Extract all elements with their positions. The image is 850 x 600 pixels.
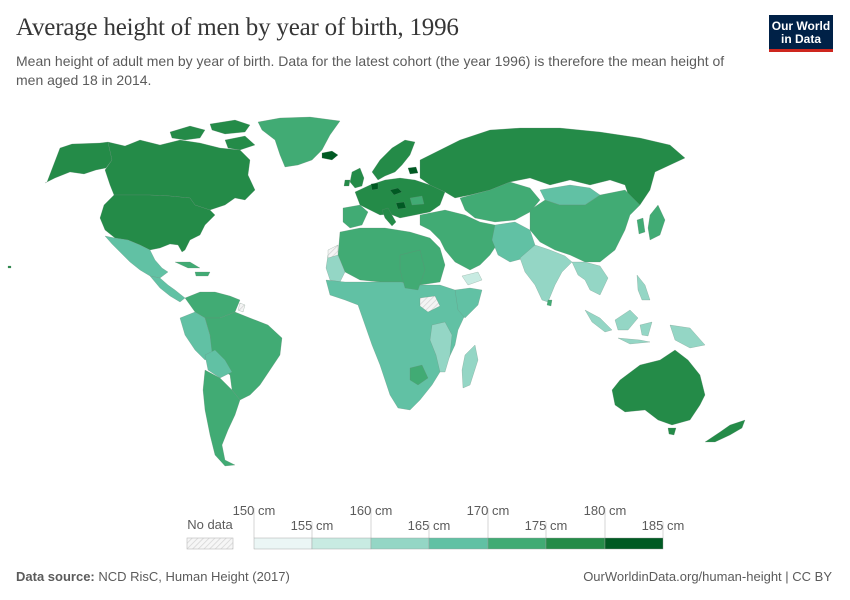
region-uk-ireland[interactable] xyxy=(343,167,365,189)
region-china[interactable] xyxy=(529,189,641,263)
region-east-africa-light[interactable] xyxy=(429,321,453,373)
region-bolivia[interactable] xyxy=(204,349,233,379)
region-horn-of-africa[interactable] xyxy=(454,287,483,319)
region-botswana[interactable] xyxy=(409,364,429,386)
region-latvia[interactable] xyxy=(407,166,419,175)
region-north-africa[interactable] xyxy=(337,227,446,286)
region-greenland[interactable] xyxy=(257,116,341,168)
region-korea[interactable] xyxy=(636,217,646,235)
region-netherlands[interactable] xyxy=(370,182,379,191)
source-value: NCD RisC, Human Height (2017) xyxy=(94,569,290,584)
region-southeast-asia[interactable] xyxy=(571,261,609,296)
region-chad[interactable] xyxy=(399,249,426,291)
logo-line2: in Data xyxy=(780,32,821,46)
region-western-sahara[interactable] xyxy=(327,244,339,259)
tick-170: 170 cm xyxy=(467,503,510,518)
region-middle-east[interactable] xyxy=(419,209,501,271)
no-data-label: No data xyxy=(187,517,233,532)
legend-bin-180-185[interactable] xyxy=(604,537,664,550)
tick-155: 155 cm xyxy=(291,518,334,533)
tick-160: 160 cm xyxy=(350,503,393,518)
legend-bin-160-165[interactable] xyxy=(370,537,430,550)
legend-bin-150-155[interactable] xyxy=(253,537,313,550)
source-url-link[interactable]: OurWorldinData.org/human-height | CC BY xyxy=(583,569,832,584)
region-indonesia[interactable] xyxy=(584,274,706,349)
owid-logo[interactable]: Our World in Data xyxy=(769,15,833,52)
legend-bin-175-180[interactable] xyxy=(545,537,606,550)
region-italy[interactable] xyxy=(381,207,397,227)
region-arctic-islands[interactable] xyxy=(169,119,256,151)
region-caribbean[interactable] xyxy=(174,261,211,277)
region-hawaii[interactable] xyxy=(7,265,12,269)
logo-line1: Our World xyxy=(771,19,831,33)
region-japan[interactable] xyxy=(647,204,666,241)
source-label: Data source: xyxy=(16,569,95,584)
chart-title: Average height of men by year of birth, … xyxy=(16,14,459,41)
region-yemen[interactable] xyxy=(461,271,483,286)
region-french-guiana[interactable] xyxy=(237,302,246,313)
region-new-zealand[interactable] xyxy=(704,419,746,443)
region-iberia[interactable] xyxy=(342,204,369,229)
region-india[interactable] xyxy=(519,244,573,303)
region-alaska[interactable] xyxy=(44,141,113,184)
region-mexico[interactable] xyxy=(104,235,169,279)
map-legend: No data 150 cm 160 cm 170 cm 180 cm 155 … xyxy=(186,503,685,550)
region-argentina-chile[interactable] xyxy=(202,369,241,467)
region-sri-lanka[interactable] xyxy=(546,299,553,307)
region-iceland[interactable] xyxy=(321,150,339,161)
legend-bin-165-170[interactable] xyxy=(428,537,489,550)
no-data-legend[interactable] xyxy=(186,537,234,550)
legend-bin-155-160[interactable] xyxy=(311,537,372,550)
region-scandinavia[interactable] xyxy=(371,139,416,181)
legend-bin-170-175[interactable] xyxy=(487,537,547,550)
region-bosnia[interactable] xyxy=(395,201,407,210)
tick-180: 180 cm xyxy=(584,503,627,518)
world-map[interactable] xyxy=(0,110,850,490)
region-tasmania[interactable] xyxy=(667,427,677,436)
region-australia[interactable] xyxy=(611,349,706,426)
region-czechia[interactable] xyxy=(389,187,403,196)
region-romania[interactable] xyxy=(409,195,425,206)
region-united-states[interactable] xyxy=(99,194,216,253)
tick-185: 185 cm xyxy=(642,518,685,533)
region-madagascar[interactable] xyxy=(461,344,479,389)
region-south-sudan[interactable] xyxy=(419,295,441,313)
tick-165: 165 cm xyxy=(408,518,451,533)
chart-subtitle: Mean height of adult men by year of birt… xyxy=(16,53,725,88)
tick-175: 175 cm xyxy=(525,518,568,533)
tick-150: 150 cm xyxy=(233,503,276,518)
region-central-america[interactable] xyxy=(149,275,186,303)
data-source: Data source: NCD RisC, Human Height (201… xyxy=(16,569,290,584)
